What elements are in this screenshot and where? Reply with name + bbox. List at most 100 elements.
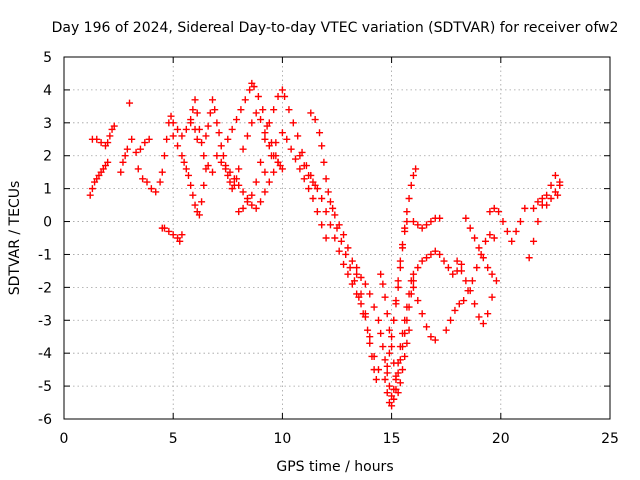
data-point (184, 171, 192, 179)
data-point (388, 402, 396, 410)
data-point (346, 264, 354, 272)
data-point (331, 234, 339, 242)
data-point (460, 297, 468, 305)
data-point (370, 366, 378, 374)
data-point (274, 158, 282, 166)
data-point (139, 175, 147, 183)
data-point (296, 152, 304, 160)
axis-ticks (63, 56, 611, 420)
data-point (152, 188, 160, 196)
data-point (158, 168, 166, 176)
data-point (106, 132, 114, 140)
data-point (126, 99, 134, 107)
data-point (403, 208, 411, 216)
y-tick-label: 4 (43, 83, 52, 99)
data-point (235, 208, 243, 216)
data-point (300, 175, 308, 183)
data-point (200, 181, 208, 189)
data-point (444, 264, 452, 272)
data-point (252, 204, 260, 212)
y-axis-title: SDTVAR / TECUs (7, 181, 23, 296)
data-point (182, 165, 190, 173)
data-point (488, 293, 496, 301)
x-axis-title: GPS time / hours (276, 459, 393, 475)
data-point (329, 204, 337, 212)
data-point (104, 158, 112, 166)
data-point (182, 125, 190, 133)
data-point (401, 227, 409, 235)
data-point (195, 125, 203, 133)
series-sat-z (453, 257, 500, 328)
data-point (479, 320, 487, 328)
y-tick-label: 2 (43, 149, 52, 165)
data-point (383, 389, 391, 397)
data-point (475, 313, 483, 321)
data-point (202, 132, 210, 140)
data-point (300, 162, 308, 170)
data-point (270, 168, 278, 176)
data-point (318, 221, 326, 229)
data-point (364, 326, 372, 334)
data-point (383, 369, 391, 377)
data-point (381, 293, 389, 301)
data-point (530, 204, 538, 212)
data-point (344, 244, 352, 252)
data-point (248, 201, 256, 209)
data-point (326, 198, 334, 206)
data-point (418, 257, 426, 265)
data-point (412, 165, 420, 173)
data-point (237, 106, 245, 114)
data-point (180, 158, 188, 166)
data-point (466, 224, 474, 232)
data-point (305, 185, 313, 193)
data-point (318, 142, 326, 150)
data-point (468, 277, 476, 285)
series-sat-g (187, 96, 217, 176)
data-point (490, 204, 498, 212)
data-point (453, 257, 461, 265)
data-point (357, 273, 365, 281)
data-point (132, 148, 140, 156)
data-point (355, 293, 363, 301)
data-point (381, 356, 389, 364)
data-point (390, 359, 398, 367)
data-point (385, 349, 393, 357)
data-point (366, 339, 374, 347)
data-point (252, 109, 260, 117)
data-point (224, 135, 232, 143)
data-point (272, 139, 280, 147)
data-point (344, 270, 352, 278)
data-point (110, 122, 118, 130)
data-point (457, 260, 465, 268)
data-point (403, 339, 411, 347)
data-point (403, 218, 411, 226)
data-point (204, 122, 212, 130)
data-point (169, 119, 177, 127)
series-sat-r (377, 270, 413, 397)
data-point (200, 152, 208, 160)
data-point (174, 125, 182, 133)
data-point (436, 250, 444, 258)
data-point (239, 188, 247, 196)
data-point (320, 158, 328, 166)
data-point (392, 376, 400, 384)
data-point (215, 129, 223, 137)
series-sat-w (409, 283, 439, 344)
data-point (359, 310, 367, 318)
x-tick-label: 10 (273, 431, 291, 447)
data-point (374, 316, 382, 324)
data-point (414, 264, 422, 272)
data-point (479, 254, 487, 262)
data-point (136, 145, 144, 153)
data-point (226, 168, 234, 176)
data-point (534, 218, 542, 226)
data-point (143, 178, 151, 186)
data-point (471, 300, 479, 308)
data-point (243, 132, 251, 140)
data-point (187, 116, 195, 124)
data-point (333, 224, 341, 232)
data-point (508, 237, 516, 245)
data-point (394, 369, 402, 377)
series-sat-c (117, 99, 153, 176)
data-point (427, 333, 435, 341)
